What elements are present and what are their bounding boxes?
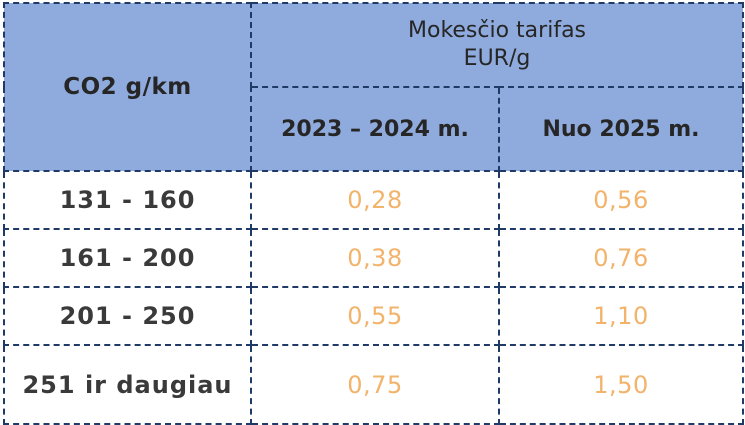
period-2023-2024-header: 2023 – 2024 m. bbox=[250, 86, 500, 172]
tariff-header-line2: EUR/g bbox=[463, 46, 531, 71]
table-row: 201 - 250 0,55 1,10 bbox=[3, 286, 745, 346]
co2-range-cell: 131 - 160 bbox=[3, 170, 252, 230]
rate-2025-cell: 0,76 bbox=[497, 228, 745, 288]
table-row: 131 - 160 0,28 0,56 bbox=[3, 170, 745, 230]
header-row-sub: 2023 – 2024 m. Nuo 2025 m. bbox=[4, 86, 745, 172]
co2-range-cell: 201 - 250 bbox=[3, 286, 252, 346]
co2-column-header: CO2 g/km bbox=[3, 2, 252, 172]
rate-2023-2024-cell: 0,55 bbox=[250, 286, 500, 346]
table-row: 251 ir daugiau 0,75 1,50 bbox=[3, 344, 745, 425]
rate-2023-2024-cell: 0,28 bbox=[250, 170, 500, 230]
rate-2025-cell: 1,50 bbox=[497, 344, 745, 425]
co2-tariff-table: CO2 g/km Mokesčio tarifas EUR/g 2023 – 2… bbox=[3, 2, 745, 425]
rate-2023-2024-cell: 0,75 bbox=[250, 344, 500, 425]
rate-2025-cell: 0,56 bbox=[497, 170, 745, 230]
header-row-top: CO2 g/km Mokesčio tarifas EUR/g bbox=[3, 2, 745, 172]
rate-2025-cell: 1,10 bbox=[497, 286, 745, 346]
rate-2023-2024-cell: 0,38 bbox=[250, 228, 500, 288]
period-2025-header: Nuo 2025 m. bbox=[497, 86, 745, 172]
co2-range-cell: 161 - 200 bbox=[3, 228, 252, 288]
co2-range-cell: 251 ir daugiau bbox=[3, 344, 252, 425]
tariff-column-header: Mokesčio tarifas EUR/g bbox=[249, 2, 745, 88]
table-row: 161 - 200 0,38 0,76 bbox=[3, 228, 745, 288]
tariff-header-line1: Mokesčio tarifas bbox=[408, 18, 587, 43]
